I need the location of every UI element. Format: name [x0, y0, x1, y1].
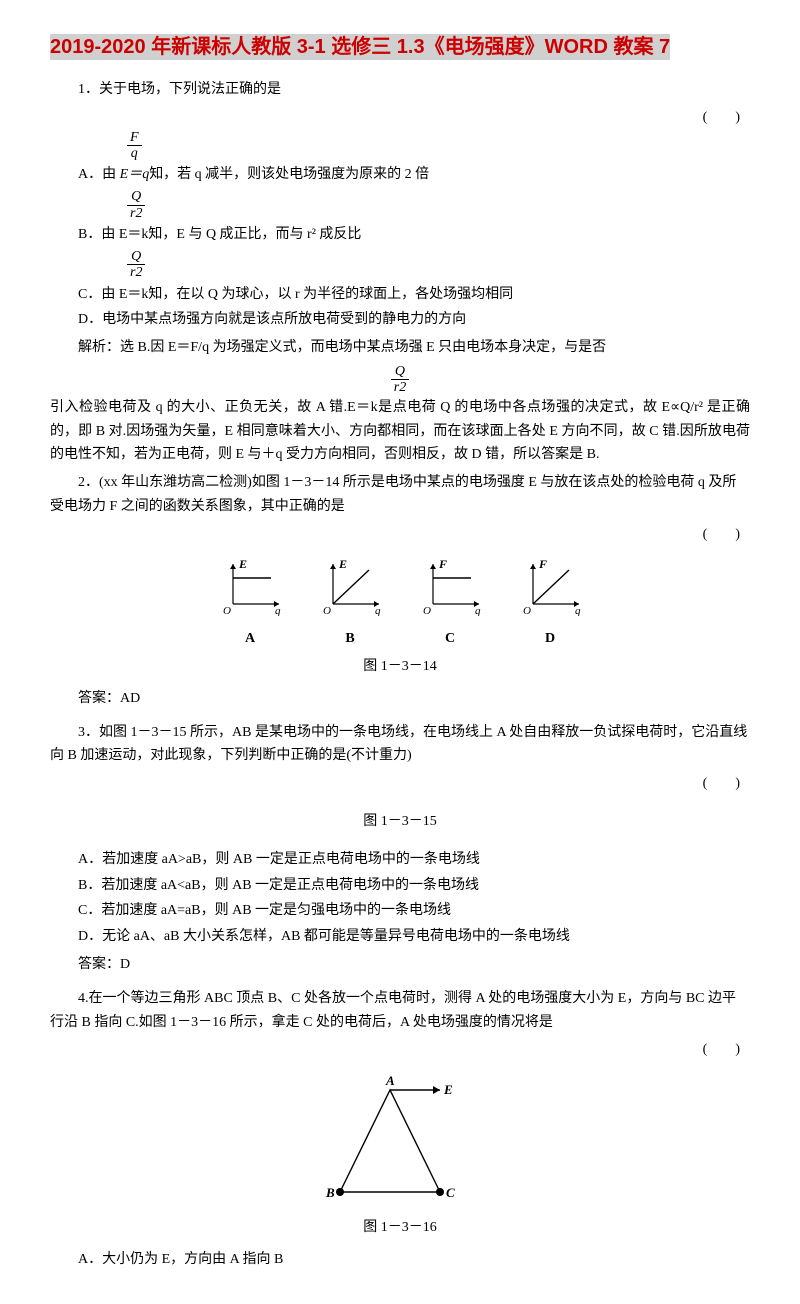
q4-paren: ( ): [703, 1038, 740, 1062]
q1-paren: ( ): [703, 106, 740, 130]
q1-fracE: Qr2: [50, 364, 750, 396]
svg-text:E: E: [338, 557, 347, 571]
svg-text:F: F: [438, 557, 447, 571]
page-title: 2019-2020 年新课标人教版 3-1 选修三 1.3《电场强度》WORD …: [50, 34, 670, 60]
svg-text:q: q: [375, 605, 381, 616]
q3-optB: B．若加速度 aA<aB，则 AB 一定是正点电荷电场中的一条电场线: [50, 874, 750, 898]
q2-paren: ( ): [703, 523, 740, 547]
svg-text:C: C: [446, 1185, 455, 1200]
q4-figure: A B C E: [50, 1072, 750, 1212]
svg-text:E: E: [238, 557, 247, 571]
q1-fracB: Qr2: [127, 189, 750, 221]
q1-expl2: 引入检验电荷及 q 的大小、正负无关，故 A 错.E＝k是点电荷 Q 的电场中各…: [50, 396, 750, 467]
q3-stem: 3．如图 1－3－15 所示，AB 是某电场中的一条电场线，在电场线上 A 处自…: [50, 721, 750, 769]
svg-text:O: O: [423, 605, 431, 616]
q3-optC: C．若加速度 aA=aB，则 AB 一定是匀强电场中的一条电场线: [50, 899, 750, 923]
q3-optA: A．若加速度 aA>aB，则 AB 一定是正点电荷电场中的一条电场线: [50, 848, 750, 872]
svg-text:B: B: [325, 1185, 335, 1200]
q3-figcaption: 图 1－3－15: [50, 810, 750, 834]
q2-figcaption: 图 1－3－14: [50, 655, 750, 679]
q1-expl1: 解析：选 B.因 E＝F/q 为场强定义式，而电场中某点场强 E 只由电场本身决…: [50, 336, 750, 360]
q1-stem: 1．关于电场，下列说法正确的是: [50, 78, 750, 102]
q2-subfig-C: FOqC: [415, 556, 485, 651]
q1-optA: A．由 E＝q知，若 q 减半，则该处电场强度为原来的 2 倍: [50, 163, 750, 187]
q2-answer: 答案：AD: [50, 687, 750, 711]
q3-answer: 答案：D: [50, 953, 750, 977]
q2-stem: 2．(xx 年山东潍坊高二检测)如图 1－3－14 所示是电场中某点的电场强度 …: [50, 471, 750, 519]
q2-subfig-B: EOqB: [315, 556, 385, 651]
q2-subfig-D: FOqD: [515, 556, 585, 651]
q2-figure-row: EOqAEOqBFOqCFOqD: [50, 556, 750, 651]
svg-text:q: q: [275, 605, 281, 616]
q1-fracA: Fq: [127, 130, 750, 162]
q3-paren: ( ): [703, 772, 740, 796]
svg-text:q: q: [575, 605, 581, 616]
svg-text:O: O: [523, 605, 531, 616]
svg-text:O: O: [223, 605, 231, 616]
q2-subfig-A: EOqA: [215, 556, 285, 651]
q1-fracC: Qr2: [127, 249, 750, 281]
q4-figcaption: 图 1－3－16: [50, 1216, 750, 1240]
q1-optC: C．由 E＝k知，在以 Q 为球心，以 r 为半径的球面上，各处场强均相同: [50, 283, 750, 307]
svg-text:E: E: [443, 1082, 453, 1097]
svg-text:A: A: [385, 1073, 395, 1088]
q1-optD: D．电场中某点场强方向就是该点所放电荷受到的静电力的方向: [50, 308, 750, 332]
q4-stem: 4.在一个等边三角形 ABC 顶点 B、C 处各放一个点电荷时，测得 A 处的电…: [50, 987, 750, 1035]
q1-optB: B．由 E＝k知，E 与 Q 成正比，而与 r² 成反比: [50, 223, 750, 247]
svg-text:O: O: [323, 605, 331, 616]
svg-text:F: F: [538, 557, 547, 571]
q4-optA: A．大小仍为 E，方向由 A 指向 B: [50, 1248, 750, 1272]
svg-text:q: q: [475, 605, 481, 616]
q3-optD: D．无论 aA、aB 大小关系怎样，AB 都可能是等量异号电荷电场中的一条电场线: [50, 925, 750, 949]
